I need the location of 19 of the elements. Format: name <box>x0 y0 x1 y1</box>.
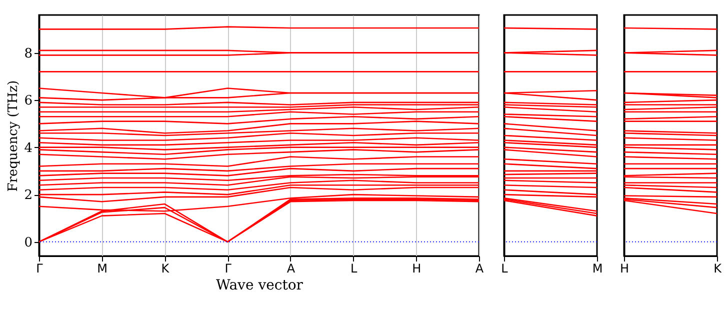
x-tick-label: K <box>714 262 723 276</box>
x-tick-label: L <box>350 262 358 276</box>
x-tick-label: A <box>286 262 296 276</box>
x-tick-label: L <box>501 262 508 276</box>
y-axis-title: Frequency (THz) <box>6 80 22 192</box>
y-tick-label: 0 <box>24 235 32 250</box>
y-tick-label: 6 <box>24 94 32 109</box>
y-tick-label: 8 <box>24 46 32 62</box>
y-tick-label: 4 <box>24 140 32 156</box>
x-tick-label: Γ <box>36 262 44 276</box>
x-tick-label: Γ <box>224 262 232 276</box>
x-tick-label: H <box>620 262 630 276</box>
x-tick-label: H <box>412 262 422 276</box>
x-axis-title: Wave vector <box>216 278 304 294</box>
y-tick-label: 2 <box>24 188 32 204</box>
x-tick-label: M <box>97 262 108 276</box>
x-tick-label: A <box>475 262 484 276</box>
x-tick-label: K <box>161 262 170 276</box>
x-tick-label: M <box>592 262 603 276</box>
